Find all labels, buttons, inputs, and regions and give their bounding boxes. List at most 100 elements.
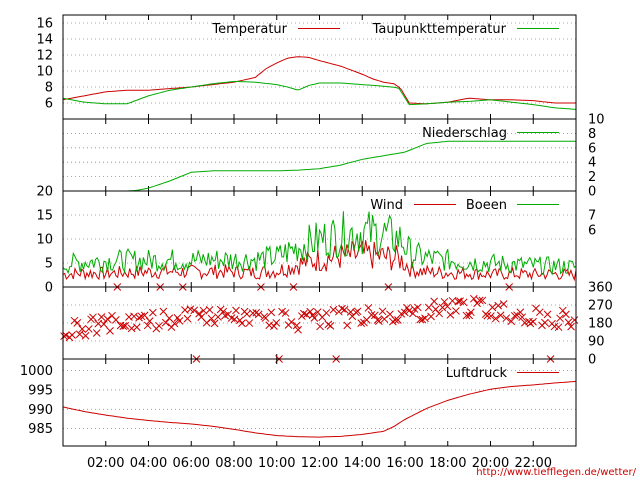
- wind-direction-point: [316, 322, 324, 331]
- series-line-niederschlag: [63, 140, 576, 192]
- wind-direction-point: [564, 318, 573, 327]
- wind-direction-point: [400, 308, 409, 317]
- panel-frame: [62, 358, 577, 447]
- wind-direction-point: [340, 305, 349, 314]
- wind-direction-point: [140, 311, 149, 320]
- wind-direction-point: [452, 307, 460, 315]
- wind-direction-point: [462, 311, 471, 320]
- wind-direction-point: [491, 314, 500, 323]
- wind-direction-point: [405, 306, 413, 315]
- legend-label: Boeen: [466, 198, 507, 213]
- wind-direction-point: [510, 311, 519, 320]
- wind-direction-point: [81, 331, 90, 340]
- y-tick-label: 15: [36, 209, 53, 224]
- wind-direction-point: [106, 326, 114, 335]
- x-tick-label: 16:00: [386, 456, 423, 471]
- wind-direction-point: [161, 318, 170, 327]
- wind-direction-point: [541, 318, 549, 327]
- wind-direction-point: [487, 312, 495, 320]
- y-tick-label: 20: [36, 185, 53, 200]
- series-line-luftdruck: [62, 380, 577, 438]
- wind-direction-point: [329, 305, 338, 314]
- y-tick-label: 180: [588, 317, 613, 332]
- wind-direction-point: [183, 314, 192, 323]
- wind-direction-point: [570, 316, 579, 324]
- y-tick-label: 6: [588, 141, 596, 156]
- y-tick-label: 90: [588, 335, 605, 350]
- wind-direction-point: [84, 325, 93, 333]
- y-tick-label: 990: [28, 403, 53, 418]
- y-tick-label: 10: [36, 65, 53, 80]
- x-tick-label: 08:00: [215, 456, 252, 471]
- wind-direction-point: [245, 319, 254, 327]
- wind-direction-point: [62, 331, 70, 340]
- wind-direction-point: [556, 314, 564, 323]
- wind-direction-point: [155, 321, 163, 330]
- wind-direction-point: [322, 309, 331, 317]
- wind-direction-point: [99, 320, 108, 328]
- y-tick-label-right: 7: [588, 209, 596, 224]
- series-line-boeen: [62, 211, 577, 276]
- wind-direction-point: [175, 317, 184, 325]
- wind-direction-point: [248, 309, 257, 317]
- wind-direction-point: [97, 313, 106, 321]
- wind-direction-point: [302, 310, 311, 319]
- wind-direction-point: [416, 315, 425, 324]
- wind-direction-point: [281, 309, 290, 317]
- wind-direction-point: [391, 316, 400, 324]
- wind-direction-point: [227, 314, 236, 322]
- y-tick-label: 6: [45, 97, 53, 112]
- wind-direction-point: [219, 307, 228, 316]
- y-tick-label: 0: [588, 185, 596, 200]
- wind-direction-point: [380, 315, 389, 323]
- wind-direction-point: [159, 307, 168, 316]
- wind-direction-point: [294, 325, 302, 334]
- wind-direction-point: [430, 297, 439, 306]
- wind-direction-point: [483, 311, 492, 320]
- series-line-temperatur: [62, 56, 576, 105]
- y-tick-label: 2: [588, 170, 596, 185]
- x-tick-label: 06:00: [173, 456, 210, 471]
- wind-direction-point: [357, 319, 366, 327]
- wind-direction-point: [562, 310, 570, 319]
- wind-direction-point: [68, 331, 76, 339]
- wind-direction-point: [89, 313, 97, 322]
- wind-direction-point: [409, 309, 417, 318]
- wind-direction-point: [300, 309, 308, 318]
- wind-direction-point: [272, 319, 281, 327]
- wind-direction-point: [389, 317, 397, 326]
- x-tick-label: 20:00: [472, 456, 509, 471]
- wind-direction-point: [496, 311, 505, 320]
- wind-direction-point: [499, 300, 508, 308]
- wind-direction-point: [190, 306, 199, 315]
- legend-label: Temperatur: [211, 22, 287, 37]
- wind-direction-point: [127, 324, 136, 333]
- series-line-taupunkttemperatur: [62, 80, 577, 110]
- wind-direction-point: [421, 314, 429, 323]
- wind-direction-point: [232, 306, 240, 315]
- wind-direction-point: [535, 308, 544, 317]
- y-tick-label: 1000: [20, 364, 53, 379]
- wind-direction-point: [210, 319, 219, 328]
- wind-direction-point: [92, 329, 101, 337]
- legend-label: Luftdruck: [446, 366, 508, 381]
- y-tick-label-right: 6: [588, 224, 596, 239]
- wind-direction-point: [478, 296, 487, 305]
- wind-direction-point: [112, 316, 120, 324]
- x-tick-label: 18:00: [429, 456, 466, 471]
- y-tick-label: 14: [36, 33, 53, 48]
- wind-direction-point: [310, 314, 319, 322]
- wind-direction-point: [267, 308, 276, 317]
- wind-direction-point: [413, 303, 422, 312]
- legend-label: Wind: [370, 198, 403, 213]
- wind-direction-point: [130, 312, 138, 321]
- x-tick-label: 02:00: [87, 456, 124, 471]
- y-tick-label: 8: [588, 127, 596, 142]
- y-tick-label: 0: [588, 353, 596, 368]
- y-tick-label: 360: [588, 281, 613, 296]
- wind-direction-point: [567, 322, 575, 331]
- wind-direction-point: [353, 307, 362, 316]
